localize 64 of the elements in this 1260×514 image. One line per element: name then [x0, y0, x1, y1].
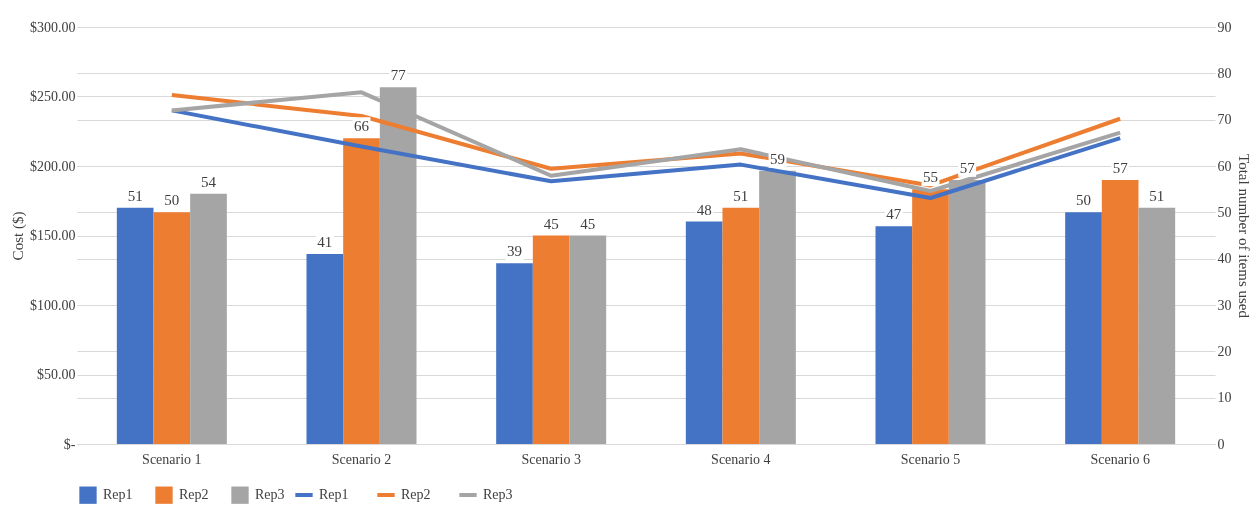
data-label: 47: [886, 206, 902, 223]
y-tick-label: $50.00: [37, 367, 76, 382]
y-tick-label: $-: [63, 436, 76, 452]
data-label: 48: [696, 201, 712, 218]
legend-label: Rep3: [483, 487, 513, 502]
y2-tick-label: 20: [1217, 343, 1232, 359]
data-label: 51: [1149, 187, 1165, 204]
y-tick-label: $100.00: [30, 297, 76, 313]
bar: [722, 207, 760, 444]
legend-label: Rep3: [255, 487, 285, 503]
data-label: 57: [1112, 159, 1129, 176]
x-tick-label: Scenario 6: [1090, 451, 1150, 467]
bar: [532, 235, 570, 444]
y-tick-label: $250.00: [30, 89, 76, 104]
legend-label: Rep1: [103, 487, 133, 503]
y2-tick-label: 50: [1217, 204, 1232, 220]
bar: [190, 193, 227, 444]
data-label: 39: [507, 243, 522, 260]
legend-label: Rep2: [179, 487, 209, 503]
data-label: 57: [959, 159, 976, 176]
data-label: 51: [127, 187, 143, 204]
bar: [759, 170, 796, 444]
bar: [1065, 212, 1102, 444]
bar: [306, 254, 344, 444]
data-label: 45: [543, 215, 559, 232]
x-tick-label: Scenario 1: [142, 451, 202, 467]
y-tick-label: $300.00: [30, 19, 76, 35]
data-label: 45: [580, 215, 596, 232]
y2-tick-label: 90: [1217, 19, 1232, 35]
data-label: 51: [733, 187, 749, 204]
data-label: 55: [923, 169, 938, 186]
bar: [569, 235, 607, 444]
data-label: 66: [354, 118, 370, 135]
legend-label: Rep1: [319, 487, 349, 502]
y2-tick-label: 0: [1217, 436, 1225, 452]
x-tick-label: Scenario 4: [711, 451, 771, 467]
bar: [153, 212, 191, 444]
x-tick-label: Scenario 3: [521, 451, 581, 467]
bar: [496, 263, 533, 444]
y-tick-label: $200.00: [30, 158, 76, 174]
data-label: 41: [317, 234, 333, 251]
y2-tick-label: 40: [1217, 251, 1232, 267]
y2-tick-label: 60: [1217, 158, 1232, 174]
y-tick-label: $150.00: [30, 228, 76, 243]
y2-tick-label: 30: [1217, 297, 1232, 313]
bar: [685, 221, 723, 444]
y2-tick-label: 70: [1217, 112, 1232, 128]
y-axis-title: Cost ($): [10, 211, 27, 261]
legend-label: Rep2: [401, 487, 431, 502]
data-label: 54: [201, 173, 217, 190]
y2-axis-title: Total number of items used: [1235, 154, 1252, 319]
y2-tick-label: 80: [1217, 65, 1232, 81]
bar: [1138, 207, 1176, 444]
x-tick-label: Scenario 2: [331, 451, 392, 467]
y2-tick-label: 10: [1217, 390, 1232, 406]
bar: [1101, 179, 1139, 444]
data-label: 50: [1076, 192, 1091, 209]
bar: [343, 138, 380, 444]
x-tick-label: Scenario 5: [900, 451, 961, 467]
bar: [875, 226, 913, 444]
data-label: 77: [390, 67, 407, 84]
data-label: 50: [164, 192, 180, 209]
data-label: 59: [770, 150, 785, 167]
bar: [116, 207, 154, 444]
